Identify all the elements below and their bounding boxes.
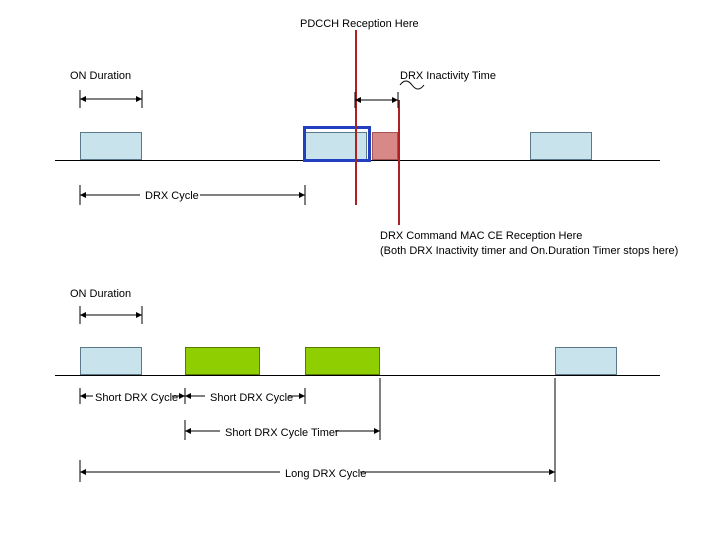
inactivity-block: [372, 132, 398, 160]
baseline-2: [55, 375, 660, 376]
drx-cycle-label: DRX Cycle: [145, 190, 199, 202]
drx-cmd-label-2: (Both DRX Inactivity timer and On.Durati…: [380, 245, 678, 257]
drx-cmd-label-1: DRX Command MAC CE Reception Here: [380, 230, 582, 242]
short-drx-1-label: Short DRX Cycle: [95, 392, 178, 404]
drx-inactivity-label: DRX Inactivity Time: [400, 70, 496, 82]
on-block-1: [80, 132, 142, 160]
short-drx-2-label: Short DRX Cycle: [210, 392, 293, 404]
blue-outline: [303, 126, 371, 162]
on-duration-label-1: ON Duration: [70, 70, 131, 82]
pdcch-line: [355, 30, 357, 205]
on-block-b1: [80, 347, 142, 375]
drx-diagram: PDCCH Reception Here ON Duration DRX Ina…: [0, 0, 720, 540]
on-block-3: [530, 132, 592, 160]
on-duration-label-2: ON Duration: [70, 288, 131, 300]
drx-cmd-line: [398, 100, 400, 225]
long-drx-label: Long DRX Cycle: [285, 468, 366, 480]
short-block-1: [185, 347, 260, 375]
short-drx-timer-label: Short DRX Cycle Timer: [225, 427, 339, 439]
on-block-b2: [555, 347, 617, 375]
short-block-2: [305, 347, 380, 375]
pdcch-label: PDCCH Reception Here: [300, 18, 419, 30]
